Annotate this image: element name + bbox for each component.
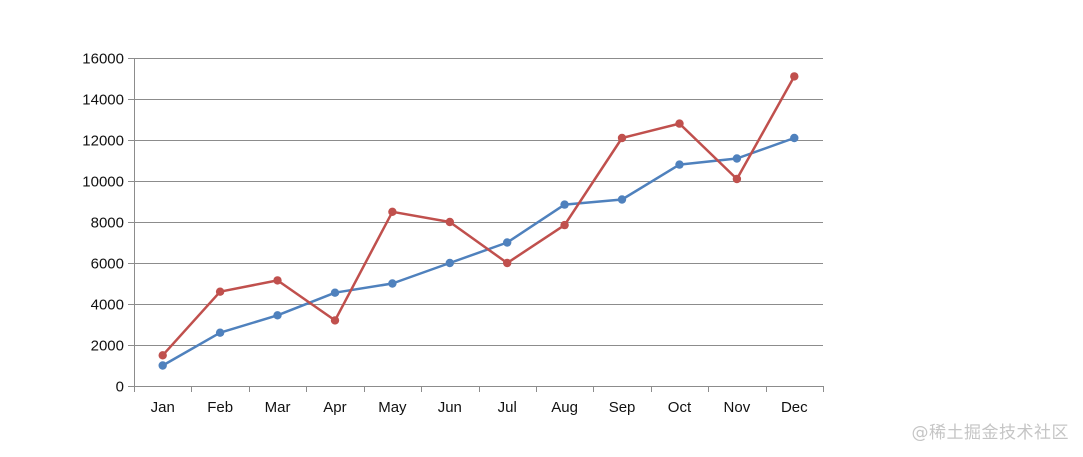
x-tick-label: Jan	[151, 399, 175, 416]
series-1-point	[158, 361, 167, 370]
x-tick-label: Aug	[551, 399, 578, 416]
series-1-line	[161, 136, 796, 367]
series-2-point	[388, 207, 397, 216]
series-1-point	[732, 154, 742, 163]
x-tick-label: Oct	[668, 399, 692, 416]
series-1-point	[560, 200, 569, 209]
y-axis-tick-labels: 0 2000 4000 6000 8000 10000 12000 14000 16000	[82, 51, 124, 396]
series-2-point	[675, 119, 684, 128]
series-2-point	[445, 217, 454, 227]
series-2-point	[273, 276, 282, 285]
x-tick-label: Jul	[498, 399, 517, 416]
x-tick-label: Nov	[724, 399, 751, 416]
y-tick-label: 16000	[82, 51, 124, 68]
series-2-point	[617, 133, 627, 143]
x-axis-tick-labels: Jan Feb Mar Apr May Jun Jul Aug Sep Oct Nov Dec	[151, 399, 809, 416]
y-tick-label: 2000	[91, 338, 124, 355]
series-1-point	[675, 160, 684, 169]
series-2-point	[732, 174, 742, 184]
series-2-line	[161, 75, 796, 357]
series-1-point	[215, 328, 225, 337]
x-tick-label: Mar	[265, 399, 291, 416]
y-tick-label: 12000	[82, 133, 124, 150]
x-tick-label: Dec	[781, 399, 808, 416]
series-1-point	[503, 238, 512, 247]
x-tick-label: Apr	[323, 399, 346, 416]
y-tick-label: 8000	[91, 215, 124, 232]
series-2-point	[790, 72, 799, 81]
series-lines	[158, 72, 799, 370]
series-1-point	[330, 288, 340, 297]
x-tick-label: May	[378, 399, 407, 416]
watermark: @稀土掘金技术社区	[911, 423, 1069, 443]
y-tick-label: 0	[116, 379, 124, 396]
x-tick-label: Sep	[609, 399, 636, 416]
y-tick-label: 6000	[91, 256, 124, 273]
series-1-point	[388, 279, 397, 288]
series-2-point	[330, 316, 340, 325]
x-tick-label: Feb	[207, 399, 233, 416]
series-2-point	[503, 258, 512, 268]
series-1-point	[790, 133, 799, 143]
axes	[128, 58, 824, 392]
gridlines	[134, 58, 823, 346]
series-1-point	[445, 258, 454, 268]
series-1-point	[273, 311, 282, 320]
series-2-point	[560, 220, 569, 230]
series-2-point	[215, 287, 225, 296]
y-tick-label: 4000	[91, 297, 124, 314]
x-tick-label: Jun	[438, 399, 462, 416]
series-1-point	[617, 195, 627, 204]
y-tick-label: 14000	[82, 92, 124, 109]
y-tick-label: 10000	[82, 174, 124, 191]
series-2-point	[158, 351, 167, 360]
